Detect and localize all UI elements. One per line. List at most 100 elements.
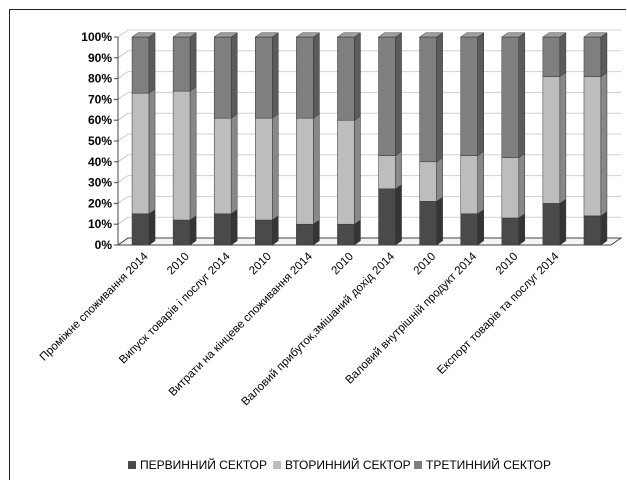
bar-segment bbox=[296, 36, 314, 119]
bar-segment bbox=[255, 36, 273, 119]
bar-segment-side bbox=[436, 196, 443, 246]
grid-diagonal bbox=[117, 195, 129, 204]
bar-segment bbox=[172, 36, 191, 92]
bar-segment-side bbox=[230, 32, 238, 119]
legend-swatch bbox=[128, 461, 136, 469]
bar-segment bbox=[419, 201, 437, 246]
bar-segment bbox=[583, 215, 602, 246]
x-category-label: Витрати на кінцеве споживання 2014 bbox=[167, 250, 316, 399]
bar-segment-side bbox=[354, 115, 361, 225]
legend-label: ВТОРИННИЙ СЕКТОР bbox=[285, 457, 411, 472]
bar-segment-side bbox=[189, 215, 197, 246]
bar-segment-side bbox=[600, 211, 608, 246]
x-category-label: 2010 bbox=[247, 251, 274, 278]
bar-segment-side bbox=[272, 113, 279, 221]
bar-segment bbox=[583, 76, 602, 217]
bar-top-face bbox=[336, 32, 362, 38]
bar-segment bbox=[419, 161, 437, 202]
bar-segment-side bbox=[477, 209, 484, 246]
bar-top-face bbox=[500, 32, 526, 38]
bar-segment bbox=[255, 219, 273, 246]
bar-segment-side bbox=[313, 32, 320, 119]
legend-label: ПЕРВИННИЙ СЕКТОР bbox=[140, 457, 267, 472]
bar-segment bbox=[337, 36, 355, 121]
x-category-label: 2010 bbox=[494, 251, 521, 278]
bar-segment-side bbox=[230, 113, 238, 215]
y-tick-label: 10% bbox=[88, 217, 112, 231]
grid-diagonal bbox=[117, 154, 129, 163]
bar-top-face bbox=[459, 32, 485, 38]
y-tick-label: 100% bbox=[81, 30, 112, 44]
bar-segment-side bbox=[518, 32, 526, 159]
x-category-label: 2010 bbox=[412, 251, 439, 278]
bar-segment-side bbox=[477, 150, 484, 215]
chart-frame bbox=[9, 9, 626, 480]
bar-segment-side bbox=[559, 71, 567, 204]
bar-segment-side bbox=[600, 71, 608, 217]
bar-segment bbox=[213, 213, 232, 246]
bar-segment bbox=[501, 36, 520, 158]
bar-top-face bbox=[213, 32, 239, 38]
grid-diagonal bbox=[117, 112, 129, 121]
grid-diagonal bbox=[117, 175, 129, 184]
x-category-label: Валовий прибуток,змішаний дохід 2014 bbox=[240, 250, 398, 408]
bar-segment-side bbox=[148, 88, 156, 215]
bar-top-face bbox=[254, 32, 280, 38]
legend-swatch bbox=[273, 461, 281, 469]
grid-diagonal bbox=[117, 71, 129, 80]
bar-segment bbox=[378, 188, 396, 246]
bar-segment bbox=[296, 117, 314, 225]
grid-diagonal bbox=[117, 29, 129, 38]
bar-segment bbox=[583, 36, 602, 77]
bar-segment bbox=[378, 155, 396, 190]
bar-segment-side bbox=[272, 215, 279, 246]
bar-segment bbox=[337, 119, 355, 225]
bar-segment-side bbox=[148, 209, 156, 246]
y-tick-label: 70% bbox=[88, 92, 112, 106]
bar-segment-side bbox=[559, 198, 567, 246]
bar-segment bbox=[172, 90, 191, 221]
legend-label: ТРЕТИННИЙ СЕКТОР bbox=[426, 457, 551, 472]
bar-segment bbox=[501, 217, 520, 246]
bar-segment-side bbox=[436, 157, 443, 202]
bar-segment bbox=[296, 223, 314, 246]
bar-top-face bbox=[377, 32, 403, 38]
bar-segment-side bbox=[436, 32, 443, 163]
bars bbox=[131, 32, 608, 246]
bar-segment bbox=[131, 36, 150, 94]
bar-segment bbox=[172, 219, 191, 246]
x-category-label: 2010 bbox=[165, 251, 192, 278]
bar-segment bbox=[255, 117, 273, 221]
bar-top-face bbox=[131, 32, 156, 38]
y-tick-label: 60% bbox=[88, 113, 112, 127]
bar-segment bbox=[542, 36, 561, 77]
bar-segment-side bbox=[313, 113, 320, 225]
x-category-label: 2010 bbox=[329, 251, 356, 278]
bar-segment bbox=[378, 36, 396, 156]
y-tick-labels: 0% 10% 20% 30% 40% 50% 60% 70% 80% 90% 100% bbox=[81, 30, 112, 252]
grid-diagonal bbox=[117, 50, 129, 59]
bar-segment bbox=[337, 223, 355, 246]
bar-segment-side bbox=[600, 32, 608, 78]
y-tick-label: 30% bbox=[88, 176, 112, 190]
bar-segment-side bbox=[354, 32, 361, 121]
bar-segment-side bbox=[189, 32, 197, 92]
x-category-label: Валовий внутрішній продукт 2014 bbox=[344, 250, 480, 386]
y-tick-label: 50% bbox=[88, 134, 112, 148]
bar-segment-side bbox=[230, 209, 238, 246]
bar-segment-side bbox=[395, 150, 402, 190]
legend: ПЕРВИННИЙ СЕКТОР ВТОРИННИЙ СЕКТОР ТРЕТИННИ… bbox=[128, 457, 551, 472]
chart-floor bbox=[116, 237, 623, 246]
bar-top-face bbox=[295, 32, 321, 38]
bar-segment-side bbox=[395, 32, 402, 157]
bar-segment bbox=[501, 157, 520, 219]
y-tick-label: 0% bbox=[95, 238, 113, 252]
bar-segment bbox=[460, 36, 478, 156]
bar-segment-side bbox=[395, 184, 402, 246]
axes bbox=[114, 36, 623, 246]
grid-diagonal bbox=[117, 216, 129, 225]
bar-segment bbox=[542, 76, 561, 204]
y-tick-label: 40% bbox=[88, 155, 112, 169]
